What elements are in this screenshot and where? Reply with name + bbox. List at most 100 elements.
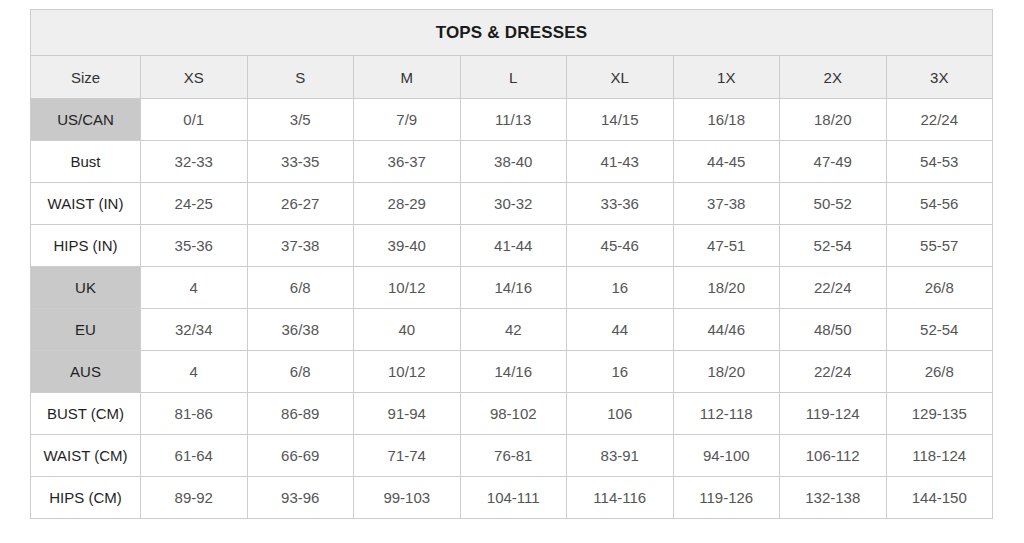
value-cell: 41-44: [460, 225, 567, 267]
table-title-row: TOPS & DRESSES: [31, 10, 993, 56]
table-row: BUST (CM)81-8686-8991-9498-102106112-118…: [31, 393, 993, 435]
value-cell: 132-138: [780, 477, 887, 519]
table-row: HIPS (CM)89-9293-9699-103104-111114-1161…: [31, 477, 993, 519]
value-cell: 104-111: [460, 477, 567, 519]
value-cell: 22/24: [780, 351, 887, 393]
value-cell: 106-112: [780, 435, 887, 477]
value-cell: 18/20: [780, 99, 887, 141]
value-cell: 93-96: [247, 477, 354, 519]
value-cell: 32/34: [141, 309, 248, 351]
value-cell: 52-54: [886, 309, 993, 351]
value-cell: 18/20: [673, 351, 780, 393]
value-cell: 44: [567, 309, 674, 351]
value-cell: 39-40: [354, 225, 461, 267]
value-cell: 22/24: [780, 267, 887, 309]
value-cell: 38-40: [460, 141, 567, 183]
value-cell: 26/8: [886, 351, 993, 393]
value-cell: 37-38: [673, 183, 780, 225]
value-cell: 36/38: [247, 309, 354, 351]
value-cell: 10/12: [354, 267, 461, 309]
value-cell: 86-89: [247, 393, 354, 435]
table-header-row: Size XS S M L XL 1X 2X 3X: [31, 56, 993, 99]
value-cell: 98-102: [460, 393, 567, 435]
value-cell: 14/16: [460, 351, 567, 393]
value-cell: 28-29: [354, 183, 461, 225]
value-cell: 33-35: [247, 141, 354, 183]
value-cell: 83-91: [567, 435, 674, 477]
value-cell: 89-92: [141, 477, 248, 519]
value-cell: 11/13: [460, 99, 567, 141]
value-cell: 129-135: [886, 393, 993, 435]
value-cell: 44/46: [673, 309, 780, 351]
row-label-cell: US/CAN: [31, 99, 141, 141]
table-body: US/CAN0/13/57/911/1314/1516/1818/2022/24…: [31, 99, 993, 519]
row-label-cell: AUS: [31, 351, 141, 393]
value-cell: 52-54: [780, 225, 887, 267]
value-cell: 40: [354, 309, 461, 351]
value-cell: 119-124: [780, 393, 887, 435]
value-cell: 112-118: [673, 393, 780, 435]
value-cell: 4: [141, 351, 248, 393]
value-cell: 76-81: [460, 435, 567, 477]
value-cell: 32-33: [141, 141, 248, 183]
row-label-cell: HIPS (CM): [31, 477, 141, 519]
value-cell: 41-43: [567, 141, 674, 183]
value-cell: 33-36: [567, 183, 674, 225]
value-cell: 55-57: [886, 225, 993, 267]
value-cell: 36-37: [354, 141, 461, 183]
value-cell: 119-126: [673, 477, 780, 519]
row-label-cell: BUST (CM): [31, 393, 141, 435]
row-label-cell: UK: [31, 267, 141, 309]
value-cell: 22/24: [886, 99, 993, 141]
row-label-cell: Bust: [31, 141, 141, 183]
value-cell: 14/16: [460, 267, 567, 309]
table-row: UK46/810/1214/161618/2022/2426/8: [31, 267, 993, 309]
table-row: AUS46/810/1214/161618/2022/2426/8: [31, 351, 993, 393]
value-cell: 3/5: [247, 99, 354, 141]
value-cell: 44-45: [673, 141, 780, 183]
value-cell: 45-46: [567, 225, 674, 267]
column-header-l: L: [460, 56, 567, 99]
column-header-1x: 1X: [673, 56, 780, 99]
value-cell: 61-64: [141, 435, 248, 477]
value-cell: 26/8: [886, 267, 993, 309]
value-cell: 10/12: [354, 351, 461, 393]
value-cell: 16: [567, 351, 674, 393]
column-header-m: M: [354, 56, 461, 99]
size-chart-table: TOPS & DRESSES Size XS S M L XL 1X 2X 3X…: [30, 9, 993, 519]
column-header-3x: 3X: [886, 56, 993, 99]
value-cell: 66-69: [247, 435, 354, 477]
value-cell: 16/18: [673, 99, 780, 141]
row-label-cell: WAIST (CM): [31, 435, 141, 477]
value-cell: 26-27: [247, 183, 354, 225]
value-cell: 7/9: [354, 99, 461, 141]
value-cell: 14/15: [567, 99, 674, 141]
row-label-cell: EU: [31, 309, 141, 351]
value-cell: 91-94: [354, 393, 461, 435]
row-label-cell: WAIST (IN): [31, 183, 141, 225]
value-cell: 30-32: [460, 183, 567, 225]
value-cell: 50-52: [780, 183, 887, 225]
value-cell: 47-49: [780, 141, 887, 183]
value-cell: 42: [460, 309, 567, 351]
value-cell: 4: [141, 267, 248, 309]
value-cell: 47-51: [673, 225, 780, 267]
value-cell: 48/50: [780, 309, 887, 351]
column-header-size: Size: [31, 56, 141, 99]
value-cell: 106: [567, 393, 674, 435]
value-cell: 6/8: [247, 351, 354, 393]
value-cell: 71-74: [354, 435, 461, 477]
value-cell: 0/1: [141, 99, 248, 141]
column-header-xl: XL: [567, 56, 674, 99]
value-cell: 114-116: [567, 477, 674, 519]
table-row: EU32/3436/3840424444/4648/5052-54: [31, 309, 993, 351]
table-row: US/CAN0/13/57/911/1314/1516/1818/2022/24: [31, 99, 993, 141]
value-cell: 118-124: [886, 435, 993, 477]
table-row: WAIST (IN)24-2526-2728-2930-3233-3637-38…: [31, 183, 993, 225]
value-cell: 16: [567, 267, 674, 309]
column-header-s: S: [247, 56, 354, 99]
value-cell: 81-86: [141, 393, 248, 435]
value-cell: 18/20: [673, 267, 780, 309]
table-row: Bust32-3333-3536-3738-4041-4344-4547-495…: [31, 141, 993, 183]
value-cell: 99-103: [354, 477, 461, 519]
